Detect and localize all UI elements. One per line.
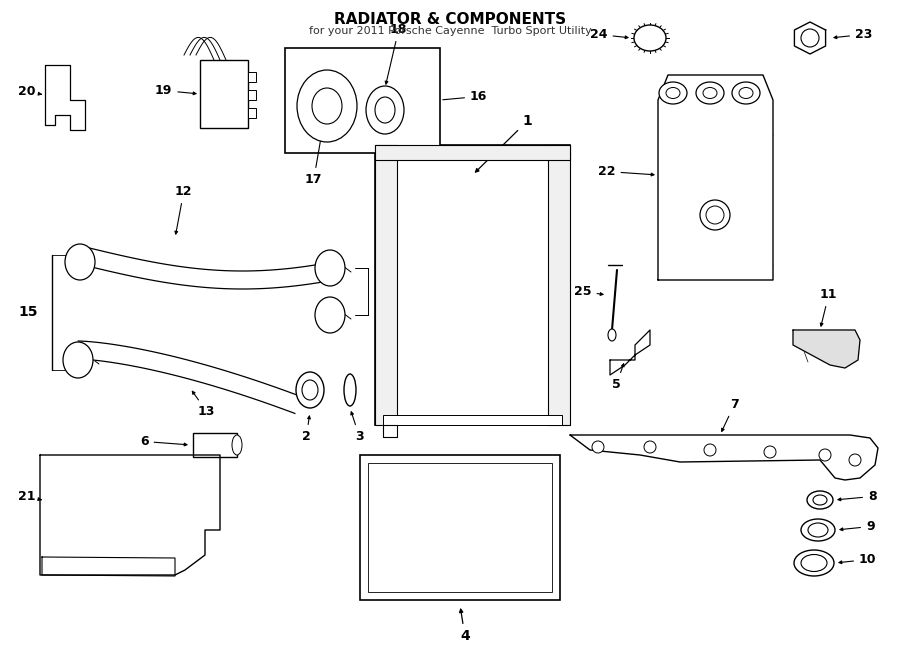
Ellipse shape	[801, 519, 835, 541]
Text: 4: 4	[460, 609, 470, 643]
Ellipse shape	[666, 87, 680, 98]
Text: 9: 9	[840, 520, 875, 533]
Text: 11: 11	[820, 288, 838, 326]
Circle shape	[644, 441, 656, 453]
Bar	[360, 455, 560, 600]
Text: 25: 25	[574, 285, 603, 298]
Text: 20: 20	[18, 85, 41, 98]
Ellipse shape	[794, 550, 834, 576]
Circle shape	[849, 454, 861, 466]
Circle shape	[801, 29, 819, 47]
Ellipse shape	[807, 491, 833, 509]
Polygon shape	[570, 435, 878, 480]
Ellipse shape	[375, 97, 395, 123]
Polygon shape	[793, 330, 860, 368]
Circle shape	[764, 446, 776, 458]
Text: 5: 5	[612, 364, 624, 391]
Bar	[193, 433, 237, 457]
Bar	[248, 108, 256, 118]
Text: 3: 3	[351, 412, 364, 443]
Text: RADIATOR & COMPONENTS: RADIATOR & COMPONENTS	[334, 12, 566, 27]
Bar	[200, 60, 248, 128]
Bar	[548, 145, 570, 425]
Text: 1: 1	[475, 114, 532, 172]
Ellipse shape	[65, 244, 95, 280]
Ellipse shape	[297, 70, 357, 142]
Text: 16: 16	[443, 90, 488, 103]
Bar	[368, 463, 552, 592]
Ellipse shape	[344, 374, 356, 406]
Text: 17: 17	[305, 130, 323, 186]
Ellipse shape	[696, 82, 724, 104]
Polygon shape	[610, 330, 650, 375]
Bar	[375, 145, 570, 425]
Ellipse shape	[608, 329, 616, 341]
Text: 21: 21	[18, 490, 41, 503]
Text: 12: 12	[175, 185, 193, 234]
Ellipse shape	[703, 87, 717, 98]
Ellipse shape	[232, 435, 242, 455]
Text: 7: 7	[722, 398, 739, 432]
Ellipse shape	[634, 25, 666, 51]
Text: 14: 14	[378, 284, 395, 297]
Ellipse shape	[808, 523, 828, 537]
Circle shape	[592, 441, 604, 453]
Bar	[248, 90, 256, 100]
Text: 10: 10	[839, 553, 877, 566]
Bar	[375, 145, 570, 160]
Text: 2: 2	[302, 416, 310, 443]
Polygon shape	[40, 455, 220, 575]
Ellipse shape	[296, 372, 324, 408]
Ellipse shape	[813, 495, 827, 505]
Text: 24: 24	[590, 28, 628, 41]
Ellipse shape	[706, 206, 724, 224]
Text: 8: 8	[838, 490, 877, 503]
Text: 23: 23	[834, 28, 872, 41]
Polygon shape	[658, 75, 773, 280]
Polygon shape	[795, 22, 825, 54]
Text: 18: 18	[385, 23, 408, 84]
Text: 19: 19	[155, 84, 196, 97]
Ellipse shape	[315, 297, 345, 333]
Text: 15: 15	[18, 305, 38, 319]
Polygon shape	[77, 341, 302, 413]
Bar	[248, 72, 256, 82]
Bar	[383, 415, 562, 425]
Ellipse shape	[302, 380, 318, 400]
Text: 22: 22	[598, 165, 654, 178]
Ellipse shape	[659, 82, 687, 104]
Ellipse shape	[315, 250, 345, 286]
Text: 13: 13	[193, 391, 215, 418]
Text: 6: 6	[140, 435, 187, 448]
Circle shape	[704, 444, 716, 456]
Ellipse shape	[801, 555, 827, 572]
Ellipse shape	[366, 86, 404, 134]
Polygon shape	[45, 65, 85, 130]
Polygon shape	[78, 247, 342, 289]
Bar	[285, 48, 440, 153]
Bar	[375, 145, 397, 425]
Circle shape	[819, 449, 831, 461]
Ellipse shape	[732, 82, 760, 104]
Ellipse shape	[700, 200, 730, 230]
Ellipse shape	[312, 88, 342, 124]
Text: for your 2011 Porsche Cayenne  Turbo Sport Utility: for your 2011 Porsche Cayenne Turbo Spor…	[309, 26, 591, 36]
Ellipse shape	[63, 342, 93, 378]
Ellipse shape	[739, 87, 753, 98]
Polygon shape	[383, 425, 397, 437]
